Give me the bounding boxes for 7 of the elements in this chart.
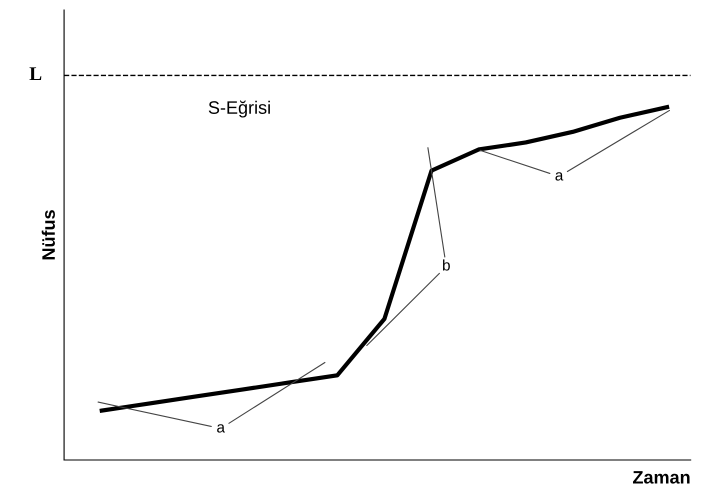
x-axis-title: Zaman <box>632 471 690 484</box>
annotation: S-Eğrisi <box>208 100 270 118</box>
annotation: a <box>555 172 564 181</box>
ref-line-label: L <box>30 67 42 80</box>
y-axis-title: Nüfus <box>42 210 55 260</box>
annotation: a <box>217 424 225 433</box>
annotation: b <box>443 259 450 271</box>
